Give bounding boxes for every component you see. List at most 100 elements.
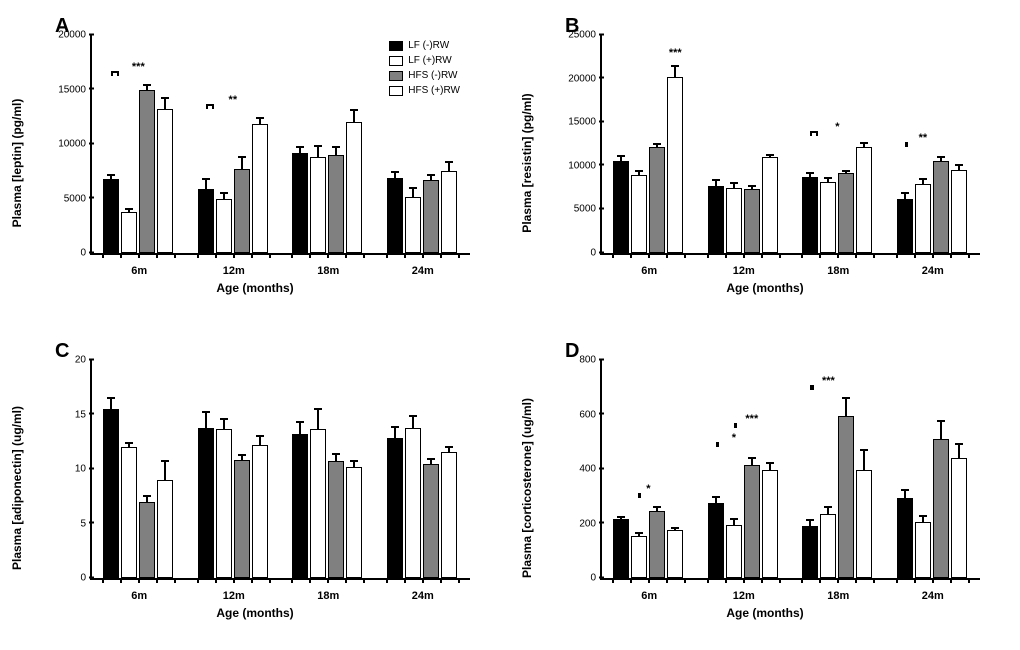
y-tick: 5	[80, 518, 92, 529]
bar	[328, 461, 344, 578]
panel-letter: D	[565, 340, 579, 363]
y-tick: 5000	[64, 193, 92, 204]
bar	[441, 452, 457, 578]
bar	[139, 502, 155, 578]
significance-marker: ***	[734, 415, 770, 425]
y-tick: 25000	[568, 30, 602, 41]
bar	[234, 169, 250, 253]
bar	[708, 503, 724, 578]
bar	[856, 470, 872, 578]
y-tick: 0	[80, 573, 92, 584]
bar	[423, 180, 439, 253]
legend-item: LF (+)RW	[389, 53, 460, 68]
x-axis-label: Age (months)	[216, 606, 293, 620]
significance-marker: ***	[111, 63, 165, 73]
bar	[631, 536, 647, 578]
bar	[613, 161, 629, 253]
panel-C: CPlasma [adiponectin] (ug/ml)Age (months…	[20, 345, 490, 630]
y-tick: 0	[590, 248, 602, 259]
bar	[649, 147, 665, 253]
bar	[897, 199, 913, 253]
legend-item: HFS (+)RW	[389, 83, 460, 98]
bar	[915, 522, 931, 578]
chart-area: 051015206m12m18m24m	[90, 360, 470, 580]
significance-marker: *	[810, 123, 864, 133]
bar	[613, 519, 629, 578]
panel-B: BPlasma [resistin] (pg/ml)Age (months)05…	[530, 20, 1000, 305]
bar	[252, 445, 268, 578]
legend-item: LF (-)RW	[389, 38, 460, 53]
bar	[744, 465, 760, 578]
y-axis-label: Plasma [adiponectin] (ug/ml)	[10, 405, 24, 569]
significance-marker: ***	[669, 49, 682, 57]
bar	[216, 429, 232, 578]
legend-label: LF (-)RW	[408, 38, 449, 53]
y-tick: 15000	[58, 84, 92, 95]
legend-swatch	[389, 41, 403, 51]
y-axis-label: Plasma [resistin] (pg/ml)	[520, 93, 534, 232]
bar	[933, 161, 949, 253]
significance-marker: *	[716, 434, 752, 444]
y-tick: 10	[75, 464, 92, 475]
bar	[310, 429, 326, 578]
bar	[820, 514, 836, 578]
x-axis-label: Age (months)	[726, 606, 803, 620]
bar	[802, 177, 818, 253]
y-tick: 0	[590, 573, 602, 584]
bar	[744, 189, 760, 253]
bar	[216, 199, 232, 254]
bar	[897, 498, 913, 578]
legend: LF (-)RWLF (+)RWHFS (-)RWHFS (+)RW	[389, 38, 460, 98]
bar	[423, 464, 439, 578]
bar	[328, 155, 344, 253]
bar	[726, 188, 742, 253]
bar	[198, 189, 214, 253]
bar	[121, 447, 137, 578]
panel-letter: C	[55, 340, 69, 363]
y-tick: 400	[579, 464, 602, 475]
bar	[915, 184, 931, 253]
legend-label: HFS (-)RW	[408, 68, 457, 83]
bar	[856, 147, 872, 253]
significance-marker: **	[206, 96, 260, 106]
y-tick: 20000	[58, 30, 92, 41]
y-tick: 0	[80, 248, 92, 259]
bar	[103, 179, 119, 253]
bar	[951, 170, 967, 253]
bar	[838, 416, 854, 578]
y-tick: 10000	[568, 160, 602, 171]
significance-marker: ***	[810, 377, 846, 387]
bar	[649, 511, 665, 578]
y-tick: 600	[579, 409, 602, 420]
bar	[157, 480, 173, 578]
bar	[198, 428, 214, 578]
bar	[292, 434, 308, 578]
bar	[310, 157, 326, 253]
bar	[820, 182, 836, 254]
y-tick: 15	[75, 409, 92, 420]
bar	[292, 153, 308, 253]
y-tick: 200	[579, 518, 602, 529]
legend-swatch	[389, 56, 403, 66]
bar	[121, 212, 137, 253]
x-axis-label: Age (months)	[726, 281, 803, 295]
bar	[234, 460, 250, 578]
legend-label: HFS (+)RW	[408, 83, 460, 98]
bar	[708, 186, 724, 253]
chart-area: 02004006008006m12m18m24m********	[600, 360, 980, 580]
y-tick: 15000	[568, 117, 602, 128]
bar	[405, 197, 421, 253]
bar	[387, 178, 403, 253]
bar	[387, 438, 403, 578]
x-axis-label: Age (months)	[216, 281, 293, 295]
legend-swatch	[389, 86, 403, 96]
y-tick: 10000	[58, 139, 92, 150]
bar	[252, 124, 268, 253]
chart-area: 05000100001500020000250006m12m18m24m****…	[600, 35, 980, 255]
legend-label: LF (+)RW	[408, 53, 451, 68]
bar	[838, 173, 854, 253]
bar	[441, 171, 457, 253]
bar	[802, 526, 818, 578]
figure-grid: APlasma [leptin] (pg/ml)Age (months)0500…	[20, 20, 1000, 630]
legend-swatch	[389, 71, 403, 81]
